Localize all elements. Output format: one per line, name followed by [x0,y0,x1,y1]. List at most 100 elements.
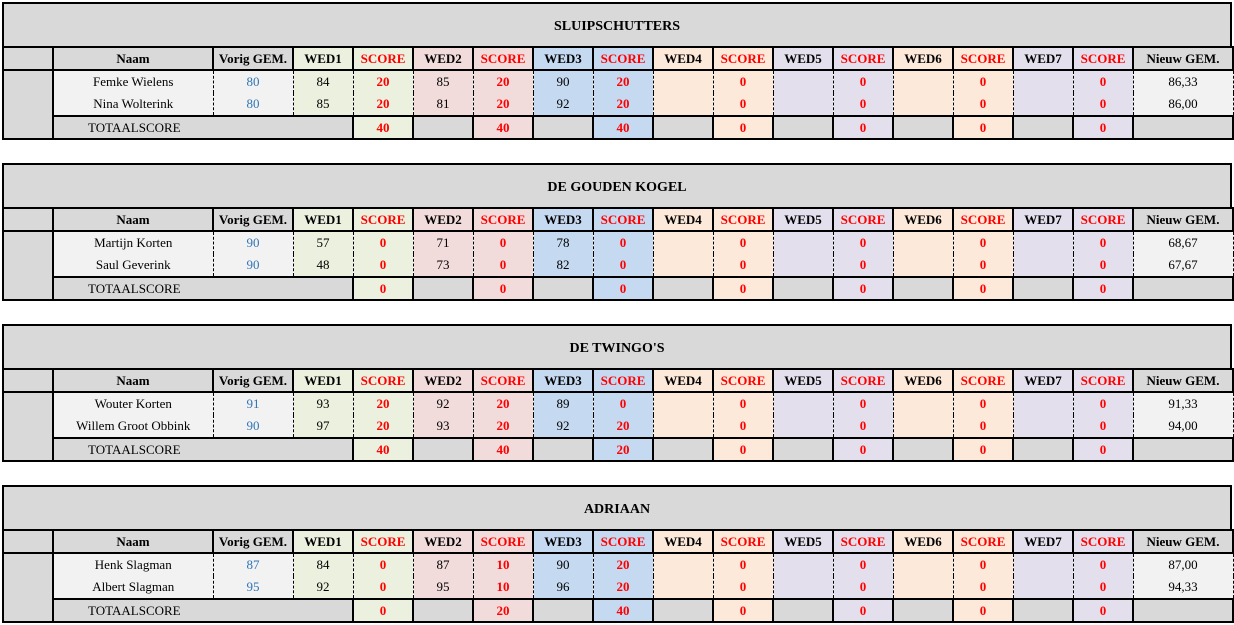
score-value[interactable]: 0 [832,552,894,576]
wed5-value[interactable] [772,415,834,438]
score-value[interactable]: 0 [952,93,1014,116]
wed2-value[interactable]: 71 [412,230,474,254]
score-value[interactable]: 20 [592,69,654,93]
wed7-value[interactable] [1012,93,1074,116]
score-value[interactable]: 20 [472,391,534,415]
score-value[interactable]: 10 [472,576,534,599]
wed7-value[interactable] [1012,415,1074,438]
wed2-value[interactable]: 85 [412,69,474,93]
wed2-value[interactable]: 73 [412,254,474,277]
wed6-value[interactable] [892,93,954,116]
wed5-value[interactable] [772,69,834,93]
score-value[interactable]: 0 [472,230,534,254]
wed3-value[interactable]: 96 [532,576,594,599]
score-value[interactable]: 0 [592,391,654,415]
score-value[interactable]: 20 [352,415,414,438]
wed6-value[interactable] [892,391,954,415]
wed6-value[interactable] [892,576,954,599]
wed4-value[interactable] [652,552,714,576]
score-value[interactable]: 0 [352,576,414,599]
score-value[interactable]: 0 [1072,230,1134,254]
score-value[interactable]: 0 [592,254,654,277]
score-value[interactable]: 0 [1072,254,1134,277]
score-value[interactable]: 0 [712,254,774,277]
score-value[interactable]: 20 [472,93,534,116]
score-value[interactable]: 20 [592,415,654,438]
score-value[interactable]: 0 [952,576,1014,599]
wed1-value[interactable]: 93 [292,391,354,415]
score-value[interactable]: 0 [952,415,1014,438]
score-value[interactable]: 0 [352,552,414,576]
wed1-value[interactable]: 48 [292,254,354,277]
score-value[interactable]: 0 [952,254,1014,277]
score-value[interactable]: 0 [712,552,774,576]
wed1-value[interactable]: 97 [292,415,354,438]
nieuw-gem[interactable]: 86,00 [1132,93,1234,116]
score-value[interactable]: 20 [352,93,414,116]
wed3-value[interactable]: 89 [532,391,594,415]
score-value[interactable]: 0 [1072,391,1134,415]
score-value[interactable]: 0 [952,230,1014,254]
wed7-value[interactable] [1012,552,1074,576]
score-value[interactable]: 0 [1072,552,1134,576]
score-value[interactable]: 0 [472,254,534,277]
vorig-gem[interactable]: 90 [212,230,294,254]
nieuw-gem[interactable]: 68,67 [1132,230,1234,254]
wed6-value[interactable] [892,254,954,277]
wed2-value[interactable]: 92 [412,391,474,415]
vorig-gem[interactable]: 90 [212,415,294,438]
wed2-value[interactable]: 95 [412,576,474,599]
player-name[interactable]: Willem Groot Obbink [52,415,214,438]
wed5-value[interactable] [772,254,834,277]
score-value[interactable]: 0 [352,230,414,254]
wed2-value[interactable]: 81 [412,93,474,116]
wed1-value[interactable]: 57 [292,230,354,254]
score-value[interactable]: 0 [1072,576,1134,599]
player-name[interactable]: Femke Wielens [52,69,214,93]
wed5-value[interactable] [772,552,834,576]
score-value[interactable]: 0 [1072,93,1134,116]
wed6-value[interactable] [892,415,954,438]
vorig-gem[interactable]: 87 [212,552,294,576]
vorig-gem[interactable]: 95 [212,576,294,599]
score-value[interactable]: 0 [832,230,894,254]
score-value[interactable]: 0 [712,230,774,254]
wed6-value[interactable] [892,69,954,93]
score-value[interactable]: 0 [952,69,1014,93]
player-name[interactable]: Martijn Korten [52,230,214,254]
score-value[interactable]: 20 [592,93,654,116]
wed3-value[interactable]: 92 [532,93,594,116]
score-value[interactable]: 0 [712,69,774,93]
wed7-value[interactable] [1012,230,1074,254]
player-name[interactable]: Albert Slagman [52,576,214,599]
score-value[interactable]: 0 [832,69,894,93]
nieuw-gem[interactable]: 86,33 [1132,69,1234,93]
wed1-value[interactable]: 85 [292,93,354,116]
wed4-value[interactable] [652,254,714,277]
score-value[interactable]: 0 [832,254,894,277]
score-value[interactable]: 0 [952,552,1014,576]
player-name[interactable]: Saul Geverink [52,254,214,277]
vorig-gem[interactable]: 80 [212,93,294,116]
nieuw-gem[interactable]: 87,00 [1132,552,1234,576]
score-value[interactable]: 0 [352,254,414,277]
wed1-value[interactable]: 92 [292,576,354,599]
player-name[interactable]: Wouter Korten [52,391,214,415]
score-value[interactable]: 20 [592,552,654,576]
score-value[interactable]: 0 [832,576,894,599]
wed1-value[interactable]: 84 [292,69,354,93]
score-value[interactable]: 0 [712,415,774,438]
score-value[interactable]: 0 [952,391,1014,415]
player-name[interactable]: Nina Wolterink [52,93,214,116]
wed7-value[interactable] [1012,391,1074,415]
score-value[interactable]: 20 [592,576,654,599]
vorig-gem[interactable]: 91 [212,391,294,415]
wed7-value[interactable] [1012,254,1074,277]
score-value[interactable]: 0 [832,391,894,415]
wed2-value[interactable]: 93 [412,415,474,438]
wed3-value[interactable]: 92 [532,415,594,438]
player-name[interactable]: Henk Slagman [52,552,214,576]
vorig-gem[interactable]: 80 [212,69,294,93]
score-value[interactable]: 0 [1072,69,1134,93]
wed3-value[interactable]: 90 [532,69,594,93]
